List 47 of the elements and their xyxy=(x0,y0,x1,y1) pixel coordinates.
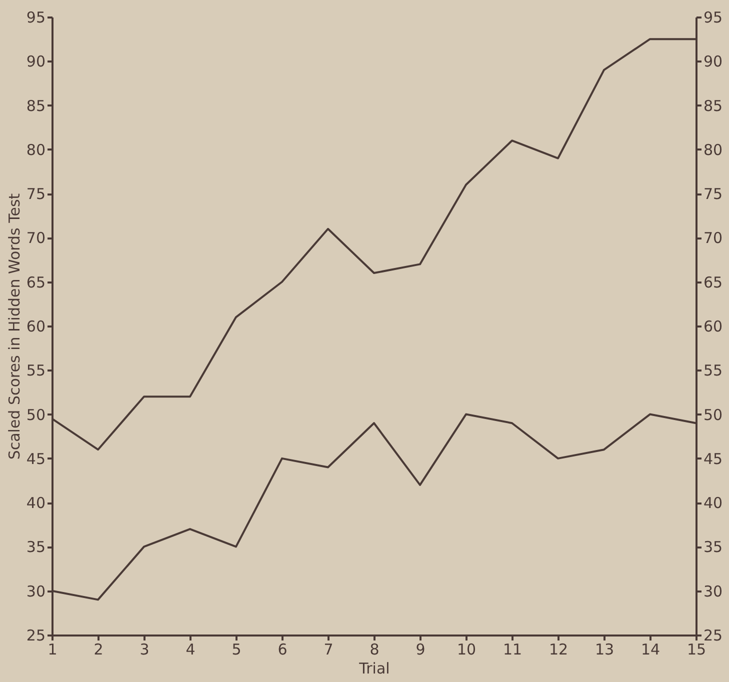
y-tick-label: 25 xyxy=(26,626,46,644)
y-tick-label: 75 xyxy=(26,185,46,204)
y2-tick-label: 25 xyxy=(704,626,723,644)
x-tick-label: 5 xyxy=(232,640,242,658)
y2-tick-label: 65 xyxy=(704,273,723,292)
y-tick-label: 70 xyxy=(26,229,46,248)
y2-tick-label: 35 xyxy=(704,538,723,556)
y2-tick-label: 85 xyxy=(704,96,723,115)
x-tick-label: 1 xyxy=(48,640,58,658)
y-tick-label: 65 xyxy=(26,273,46,292)
y-tick-label: 30 xyxy=(26,582,46,600)
x-tick-label: 8 xyxy=(370,640,380,658)
y2-tick-label: 75 xyxy=(704,185,723,204)
y2-tick-label: 30 xyxy=(704,582,723,600)
y2-tick-label: 80 xyxy=(704,140,723,159)
x-tick-label: 2 xyxy=(94,640,104,658)
y2-tick-label: 55 xyxy=(704,362,723,380)
y-tick-label: 95 xyxy=(26,8,46,26)
y-axis-title: Scaled Scores in Hidden Words Test xyxy=(5,193,24,460)
x-tick-label: 9 xyxy=(416,640,426,658)
x-tick-label: 4 xyxy=(186,640,196,658)
y2-tick-label: 95 xyxy=(704,8,723,26)
y-tick-label: 85 xyxy=(26,96,46,115)
y2-tick-label: 40 xyxy=(704,494,723,512)
y-tick-label: 60 xyxy=(26,318,46,336)
x-tick-label: 13 xyxy=(594,640,614,658)
x-tick-label: 6 xyxy=(278,640,288,658)
x-tick-label: 3 xyxy=(140,640,150,658)
y-tick-label: 45 xyxy=(26,450,46,468)
y2-tick-label: 90 xyxy=(704,52,723,71)
x-tick-label: 14 xyxy=(640,640,660,658)
x-axis-title: Trial xyxy=(358,660,390,678)
y-tick-label: 80 xyxy=(26,140,46,159)
x-tick-label: 7 xyxy=(324,640,334,658)
x-tick-label: 10 xyxy=(456,640,476,658)
y-tick-label: 40 xyxy=(26,494,46,512)
y2-tick-label: 50 xyxy=(704,406,723,424)
y-tick-label: 35 xyxy=(26,538,46,556)
x-tick-label: 15 xyxy=(686,640,706,658)
y-tick-label: 55 xyxy=(26,362,46,380)
y-tick-label: 50 xyxy=(26,406,46,424)
y-tick-label: 90 xyxy=(26,52,46,71)
x-tick-label: 11 xyxy=(502,640,522,658)
y2-tick-label: 45 xyxy=(704,450,723,468)
x-tick-label: 12 xyxy=(548,640,568,658)
y2-tick-label: 60 xyxy=(704,318,723,336)
y2-tick-label: 70 xyxy=(704,229,723,248)
